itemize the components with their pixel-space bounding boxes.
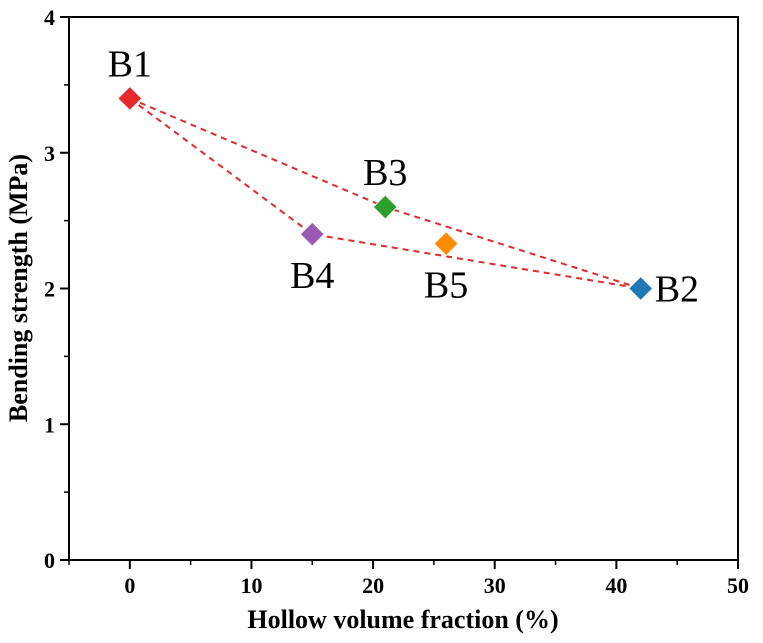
x-tick-label: 40 xyxy=(605,573,627,598)
point-marker-b5 xyxy=(433,230,459,257)
data-points xyxy=(117,85,654,302)
x-tick-label: 50 xyxy=(727,573,749,598)
point-marker-b2 xyxy=(627,275,654,302)
x-tick-label: 20 xyxy=(362,573,384,598)
point-marker-b4 xyxy=(299,221,325,247)
y-tick-label: 3 xyxy=(44,141,55,166)
point-labels: B1 B2 B3 B4 B5 xyxy=(108,43,699,310)
point-label-b3: B3 xyxy=(363,152,407,194)
x-tick-label: 30 xyxy=(484,573,506,598)
point-label-b2: B2 xyxy=(655,269,699,311)
point-marker-b1 xyxy=(117,85,143,112)
y-tick-label: 4 xyxy=(44,5,55,30)
axis-ticks: 0 10 20 30 40 50 0 1 2 3 4 xyxy=(44,5,749,598)
point-marker-b3 xyxy=(372,194,398,220)
y-axis-title: Bending strength (MPa) xyxy=(4,154,33,422)
x-axis-title: Hollow volume fraction (%) xyxy=(247,605,558,634)
point-label-b5: B5 xyxy=(424,265,468,307)
y-tick-label: 2 xyxy=(44,277,55,302)
point-label-b1: B1 xyxy=(108,43,152,85)
point-label-b4: B4 xyxy=(290,255,334,297)
y-tick-label: 0 xyxy=(44,548,55,573)
x-tick-label: 0 xyxy=(124,573,135,598)
x-tick-label: 10 xyxy=(240,573,262,598)
y-tick-label: 1 xyxy=(44,412,55,437)
